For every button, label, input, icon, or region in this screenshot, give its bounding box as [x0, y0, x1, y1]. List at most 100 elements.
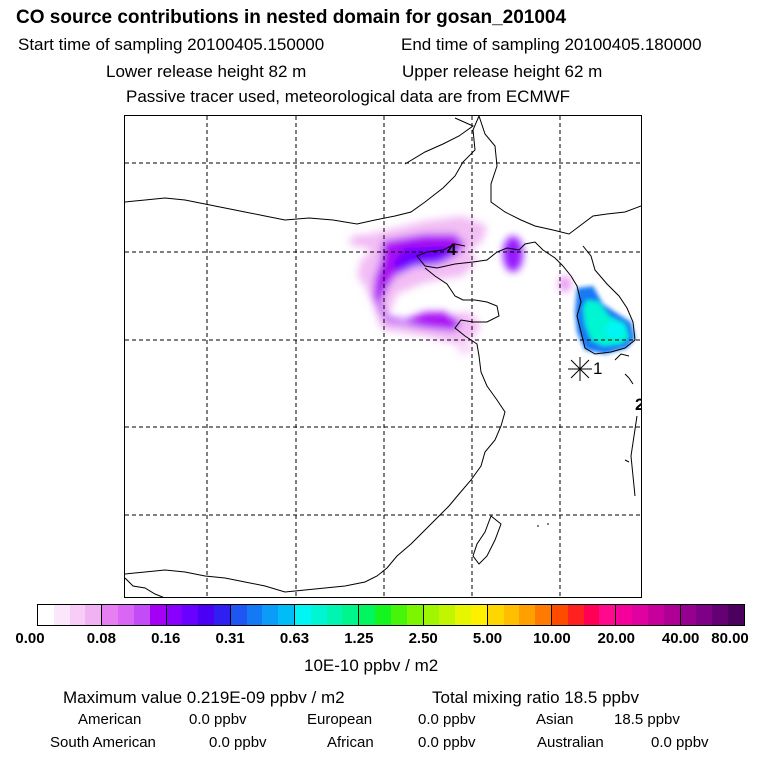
plume-east-blob [503, 236, 523, 272]
region-south-american-value: 0.0 ppbv [209, 734, 267, 751]
colorbar-cell [599, 605, 617, 625]
colorbar-cell [342, 605, 360, 625]
colorbar-tick-label: 1.25 [344, 630, 374, 647]
colorbar-cell [310, 605, 327, 625]
colorbar-cell [727, 605, 744, 625]
colorbar-cell [213, 605, 231, 625]
colorbar-cell [423, 605, 440, 625]
region-australian-value: 0.0 ppbv [651, 734, 709, 751]
coastline-hainan [125, 577, 164, 597]
colorbar-tick-label: 10.00 [533, 630, 571, 647]
receptor-marker-4: 4 [447, 240, 457, 259]
colorbar-cell [503, 605, 520, 625]
region-australian-name: Australian [537, 734, 604, 751]
colorbar-cell [535, 605, 552, 625]
coastline-japan [614, 353, 638, 497]
coastline-korea [570, 245, 636, 355]
colorbar-cell [583, 605, 600, 625]
colorbar-cell [359, 605, 376, 625]
colorbar-tick-label: 0.16 [151, 630, 181, 647]
region-asian-value: 18.5 ppbv [614, 711, 680, 728]
colorbar-cell [38, 605, 54, 625]
region-african-name: African [327, 734, 374, 751]
coastline-north [125, 116, 480, 225]
colorbar-tick-label: 5.00 [472, 630, 503, 647]
colorbar-tick-label: 80.00 [711, 630, 749, 647]
colorbar-cell [375, 605, 391, 625]
colorbar-cell [680, 605, 697, 625]
start-time-label: Start time of sampling 20100405.150000 [18, 35, 325, 54]
colorbar-tick-label: 2.50 [408, 630, 438, 647]
colorbar-cell [149, 605, 167, 625]
colorbar-cell [406, 605, 424, 625]
colorbar-tick-label: 0.63 [279, 630, 310, 647]
region-south-american-name: South American [50, 734, 156, 751]
receptor-marker-1: 1 [593, 359, 602, 378]
receptor-marker-2: 2 [635, 395, 642, 414]
colorbar-cell [696, 605, 713, 625]
region-american-value: 0.0 ppbv [189, 711, 247, 728]
lat-lon-grid [125, 116, 641, 597]
map-panel: 1 2 4 [124, 115, 642, 598]
upper-release-label: Upper release height 62 m [402, 62, 603, 81]
colorbar-cell [616, 605, 633, 625]
colorbar-cell [663, 605, 681, 625]
colorbar-cell [487, 605, 504, 625]
plume-small-c [559, 276, 571, 292]
receptor-star-icon [568, 357, 592, 381]
plume-west [349, 216, 571, 354]
plume-korea-peak [605, 322, 625, 338]
lower-release-label: Lower release height 82 m [106, 62, 307, 81]
colorbar-cell [102, 605, 119, 625]
colorbar-cell [647, 605, 664, 625]
border-northeast [478, 116, 641, 235]
coastline-shandong [125, 267, 506, 593]
maximum-value-label: Maximum value 0.219E-09 ppbv / m2 [63, 688, 345, 707]
colorbar-tick-label: 0.31 [215, 630, 245, 647]
plume-small-a [349, 235, 369, 247]
colorbar-units: 10E-10 ppbv / m2 [304, 656, 439, 675]
colorbar-cell [118, 605, 134, 625]
region-asian-name: Asian [536, 711, 574, 728]
colorbar-cell [439, 605, 456, 625]
colorbar-cell [632, 605, 648, 625]
map-canvas: 1 2 4 [125, 116, 642, 597]
colorbar-cell [246, 605, 263, 625]
region-european-name: European [307, 711, 373, 728]
colorbar-tick-label: 20.00 [597, 630, 636, 647]
region-african-value: 0.0 ppbv [418, 734, 476, 751]
coastlines [125, 116, 641, 597]
colorbar-tick-label: 40.00 [661, 630, 700, 647]
colorbar-cell [519, 605, 536, 625]
region-american-name: American [78, 711, 142, 728]
chart-title: CO source contributions in nested domain… [16, 7, 567, 28]
end-time-label: End time of sampling 20100405.180000 [401, 35, 702, 54]
colorbar-cell [326, 605, 343, 625]
colorbar-cell [470, 605, 488, 625]
colorbar-cell [230, 605, 247, 625]
colorbar-cell [552, 605, 568, 625]
colorbar-cell [390, 605, 407, 625]
coastline-taiwan [472, 515, 502, 565]
colorbar-cell [69, 605, 86, 625]
colorbar-cell [278, 605, 295, 625]
colorbar-cell [133, 605, 150, 625]
tracer-label: Passive tracer used, meteorological data… [126, 87, 571, 106]
plume-small-b [457, 342, 473, 354]
colorbar-cell [567, 605, 584, 625]
colorbar-cell [262, 605, 279, 625]
colorbar-cell [182, 605, 199, 625]
colorbar-cell [85, 605, 103, 625]
coastline-islands [537, 377, 634, 527]
total-mixing-ratio-label: Total mixing ratio 18.5 ppbv [432, 688, 639, 707]
colorbar-cell [53, 605, 70, 625]
plume-korea [575, 286, 635, 354]
colorbar-cell [166, 605, 183, 625]
colorbar [37, 604, 745, 626]
colorbar-cell [712, 605, 728, 625]
colorbar-cell [198, 605, 214, 625]
colorbar-cell [295, 605, 311, 625]
colorbar-tick-label: 0.08 [86, 630, 116, 647]
colorbar-tick-label: 0.00 [15, 630, 45, 647]
colorbar-cell [455, 605, 471, 625]
